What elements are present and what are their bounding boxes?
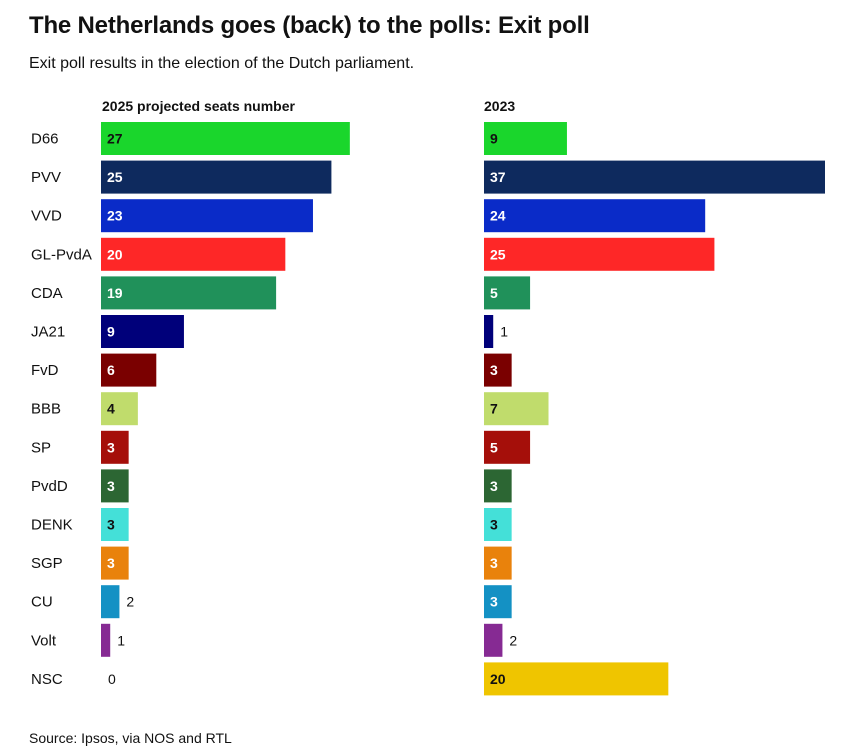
value-label-2025-bbb: 4 [107, 401, 115, 417]
value-label-2025-pvv: 25 [107, 169, 123, 185]
value-label-2023-pvdd: 3 [490, 478, 498, 494]
bar-2025-cda [101, 276, 277, 310]
bar-2025-denk [101, 508, 129, 541]
bar-2025-sgp [101, 546, 129, 580]
category-label-sgp: SGP [31, 555, 63, 572]
value-label-2023-cu: 3 [490, 594, 498, 610]
category-label-cu: CU [31, 594, 53, 611]
bar-2023-cda [484, 276, 531, 310]
bar-2023-d66 [484, 122, 567, 155]
series-header-2025: 2025 projected seats number [102, 98, 296, 114]
value-label-2025-denk: 3 [107, 517, 115, 533]
bar-2023-gl-pvda [484, 237, 715, 271]
category-label-gl-pvda: GL-PvdA [31, 246, 92, 263]
value-label-2023-denk: 3 [490, 517, 498, 533]
value-label-2023-d66: 9 [490, 131, 498, 147]
value-label-2023-cda: 5 [490, 285, 498, 301]
category-label-fvd: FvD [31, 362, 59, 379]
category-label-nsc: NSC [31, 671, 63, 688]
bar-2025-pvv [101, 160, 332, 194]
category-label-ja21: JA21 [31, 324, 65, 341]
bar-2023-bbb [484, 392, 549, 426]
bar-2023-denk [484, 508, 512, 541]
value-label-2025-nsc: 0 [108, 671, 116, 687]
bar-2025-ja21 [101, 315, 184, 348]
value-label-2025-cda: 19 [107, 285, 123, 301]
bar-2025-bbb [101, 392, 138, 426]
category-label-bbb: BBB [31, 401, 61, 418]
bar-2023-sgp [484, 546, 512, 580]
value-label-2023-volt: 2 [509, 632, 517, 648]
value-label-2023-vvd: 24 [490, 208, 506, 224]
value-label-2025-vvd: 23 [107, 208, 123, 224]
series-header-2023: 2023 [484, 98, 515, 114]
value-label-2025-pvdd: 3 [107, 478, 115, 494]
value-label-2023-gl-pvda: 25 [490, 246, 506, 262]
bar-2023-volt [484, 623, 503, 657]
value-label-2023-fvd: 3 [490, 362, 498, 378]
value-label-2025-gl-pvda: 20 [107, 246, 123, 262]
source-note: Source: Ipsos, via NOS and RTL [29, 730, 232, 746]
chart-subtitle: Exit poll results in the election of the… [29, 55, 415, 72]
value-label-2023-sgp: 3 [490, 555, 498, 571]
category-label-vvd: VVD [31, 208, 62, 225]
category-label-volt: Volt [31, 632, 57, 649]
bar-2025-vvd [101, 199, 313, 233]
value-label-2025-volt: 1 [117, 632, 125, 648]
category-label-cda: CDA [31, 285, 63, 302]
category-label-sp: SP [31, 439, 51, 456]
bar-2025-fvd [101, 353, 157, 387]
category-label-pvdd: PvdD [31, 478, 68, 495]
bar-2023-ja21 [484, 315, 494, 348]
bar-2025-d66 [101, 122, 350, 155]
bar-2023-sp [484, 430, 531, 464]
value-label-2023-sp: 5 [490, 439, 498, 455]
value-label-2025-cu: 2 [126, 594, 134, 610]
bar-2025-sp [101, 430, 129, 464]
category-label-d66: D66 [31, 131, 59, 148]
value-label-2025-d66: 27 [107, 131, 123, 147]
bar-2023-vvd [484, 199, 706, 233]
category-label-pvv: PVV [31, 169, 61, 186]
value-label-2025-sp: 3 [107, 439, 115, 455]
value-label-2023-nsc: 20 [490, 671, 506, 687]
bar-2025-pvdd [101, 469, 129, 503]
bar-2023-cu [484, 585, 512, 619]
bar-2025-cu [101, 585, 120, 619]
bar-2023-fvd [484, 353, 512, 387]
bar-2023-nsc [484, 662, 669, 696]
bar-2025-volt [101, 623, 111, 657]
value-label-2023-ja21: 1 [500, 324, 508, 340]
value-label-2025-fvd: 6 [107, 362, 115, 378]
bar-2025-gl-pvda [101, 237, 286, 271]
value-label-2023-pvv: 37 [490, 169, 506, 185]
chart-title: The Netherlands goes (back) to the polls… [29, 12, 590, 39]
value-label-2025-ja21: 9 [107, 324, 115, 340]
category-label-denk: DENK [31, 517, 73, 534]
bar-2023-pvv [484, 160, 825, 194]
value-label-2025-sgp: 3 [107, 555, 115, 571]
value-label-2023-bbb: 7 [490, 401, 498, 417]
bar-2023-pvdd [484, 469, 512, 503]
